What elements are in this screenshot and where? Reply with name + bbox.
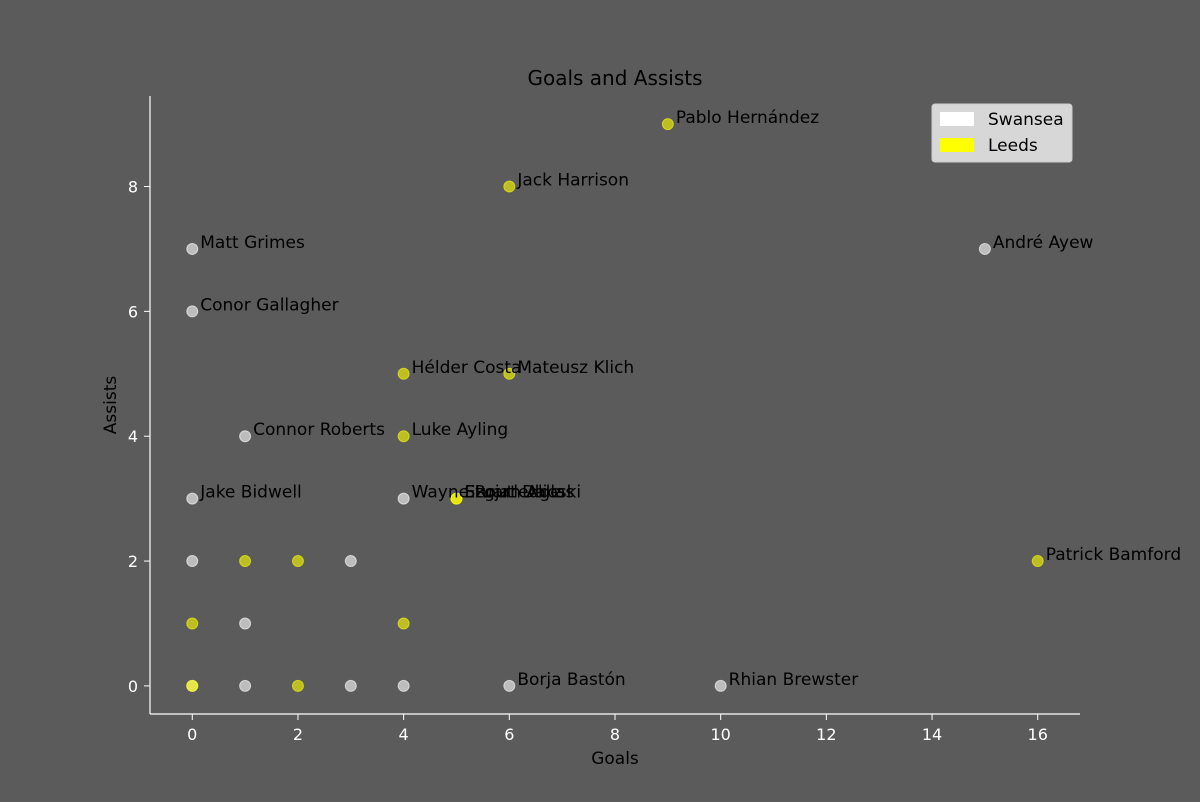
- point-label: Matt Grimes: [200, 233, 305, 253]
- data-point: [186, 555, 199, 568]
- legend-label-swansea: Swansea: [988, 110, 1064, 130]
- data-point: [344, 679, 357, 692]
- data-point: [239, 430, 252, 443]
- x-tick-label: 4: [399, 725, 409, 744]
- point-label: Wayne Routledge: [412, 483, 561, 503]
- data-point: [239, 617, 252, 630]
- data-point: [344, 555, 357, 568]
- data-point: [291, 555, 304, 568]
- point-label: Jack Harrison: [516, 171, 629, 191]
- data-point: [397, 617, 410, 630]
- y-tick-label: 0: [128, 677, 138, 696]
- data-point: [1031, 555, 1044, 568]
- y-tick-label: 2: [128, 552, 138, 571]
- data-point: [503, 679, 516, 692]
- data-point: [397, 679, 410, 692]
- x-tick-label: 2: [293, 725, 303, 744]
- point-label: Luke Ayling: [412, 420, 509, 440]
- data-point: [661, 118, 674, 131]
- point-label: André Ayew: [993, 233, 1094, 253]
- legend: Swansea Leeds: [931, 103, 1073, 163]
- x-tick-label: 0: [187, 725, 197, 744]
- data-point: [186, 305, 199, 318]
- axis-ticks: 0 2 4 6 8 10 12 14 16 0 2 4 6 8: [128, 178, 1048, 744]
- data-point: [186, 492, 199, 505]
- point-label: Connor Roberts: [253, 420, 385, 440]
- point-label: Rhian Brewster: [729, 670, 859, 690]
- y-tick-label: 6: [128, 302, 138, 321]
- point-label: Patrick Bamford: [1046, 545, 1181, 565]
- data-point: [978, 242, 991, 255]
- data-point: [714, 679, 727, 692]
- x-tick-label: 14: [922, 725, 942, 744]
- y-tick-label: 4: [128, 427, 138, 446]
- data-point: [450, 492, 463, 505]
- x-tick-label: 8: [610, 725, 620, 744]
- data-point: [291, 679, 304, 692]
- x-tick-label: 6: [504, 725, 514, 744]
- point-label: Ezgjan Alioski: [464, 483, 581, 503]
- data-points: [186, 118, 1044, 692]
- data-point: [503, 367, 516, 380]
- point-annotations: André Ayew Matt Grimes Conor Gallagher Conn…: [199, 108, 1181, 690]
- data-point: [397, 492, 410, 505]
- point-label: Mateusz Klich: [517, 358, 634, 378]
- data-point: [397, 430, 410, 443]
- point-label: Jake Bidwell: [199, 483, 302, 503]
- legend-label-leeds: Leeds: [988, 136, 1038, 156]
- point-label: Borja Bastón: [517, 670, 625, 690]
- legend-swatch-swansea: [940, 112, 974, 126]
- x-tick-label: 12: [816, 725, 836, 744]
- data-point: [239, 555, 252, 568]
- x-tick-label: 16: [1028, 725, 1048, 744]
- y-axis-label: Assists: [101, 376, 121, 435]
- data-point: [186, 617, 199, 630]
- y-tick-label: 8: [128, 178, 138, 197]
- data-point: [186, 679, 199, 692]
- x-tick-label: 10: [711, 725, 731, 744]
- legend-swatch-leeds: [940, 138, 974, 152]
- point-label: Stuart Dallas: [464, 483, 574, 503]
- point-label: Hélder Costa: [412, 358, 522, 378]
- point-label: Pablo Hernández: [676, 108, 819, 128]
- chart-title: Goals and Assists: [527, 66, 702, 90]
- x-axis-label: Goals: [591, 749, 639, 769]
- data-point: [397, 367, 410, 380]
- data-point: [186, 242, 199, 255]
- data-point: [503, 180, 516, 193]
- data-point: [239, 679, 252, 692]
- point-label: Conor Gallagher: [200, 295, 338, 315]
